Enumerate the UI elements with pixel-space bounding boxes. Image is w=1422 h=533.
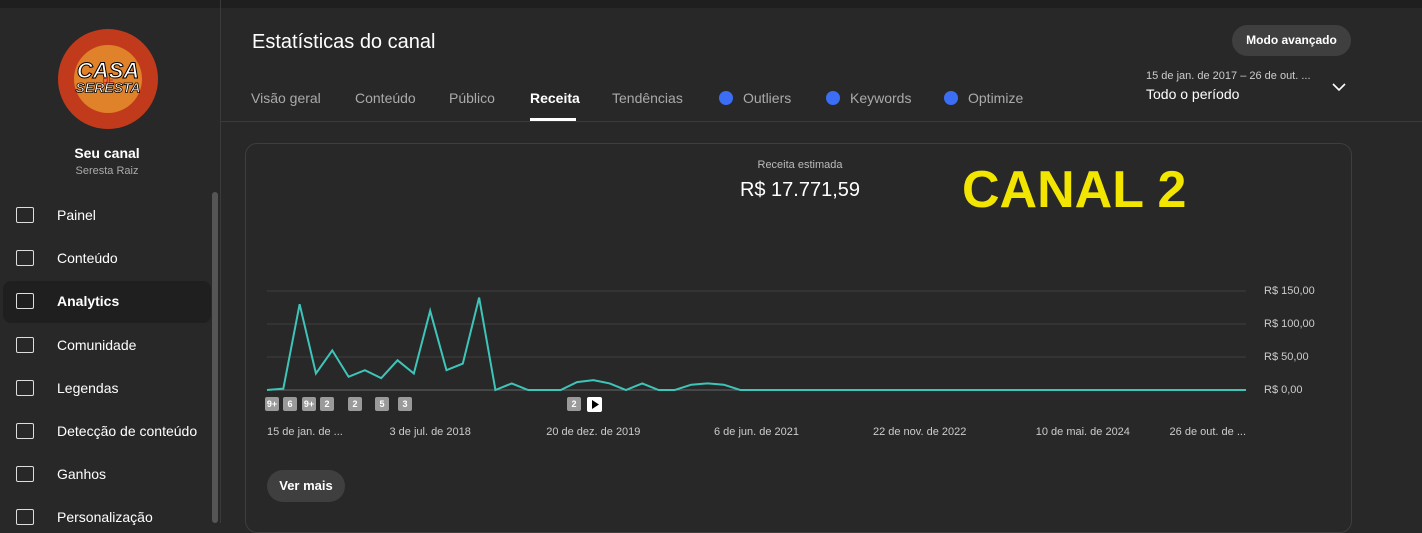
nav-item[interactable]: Conteúdo <box>57 250 118 267</box>
sidebar: CASA DE SERESTA Seu canal Seresta Raiz P… <box>0 0 221 526</box>
page-title: Estatísticas do canal <box>252 31 436 53</box>
event-marker-label: 6 <box>287 399 292 409</box>
date-range: 15 de jan. de 2017 – 26 de out. ... <box>1146 70 1311 82</box>
x-tick-label: 3 de jul. de 2018 <box>389 426 470 438</box>
tab[interactable]: Keywords <box>850 90 912 106</box>
nav-icon <box>16 250 34 267</box>
tab[interactable]: Público <box>449 90 495 106</box>
logo-text: SERESTA <box>75 80 140 96</box>
event-marker-label: 2 <box>324 399 329 409</box>
revenue-line <box>266 297 1246 392</box>
period-select[interactable]: Todo o período <box>1146 86 1240 102</box>
tab-icon <box>719 91 733 105</box>
nav-item[interactable]: Analytics <box>57 293 120 310</box>
metric-value: R$ 17.771,59 <box>739 179 861 201</box>
event-marker-label: 9+ <box>267 399 277 409</box>
x-tick-label: 22 de nov. de 2022 <box>873 426 966 438</box>
event-marker-label: 2 <box>352 399 357 409</box>
nav-item[interactable]: Painel <box>57 207 96 223</box>
tab-icon <box>944 91 958 105</box>
channel-handle: Seresta Raiz <box>75 165 139 177</box>
logo-text: CASA <box>77 58 139 83</box>
event-marker-label: 5 <box>379 399 384 409</box>
play-icon <box>592 400 599 409</box>
x-tick-label: 15 de jan. de ... <box>267 426 343 438</box>
header-divider <box>221 121 1422 122</box>
tab[interactable]: Tendências <box>612 90 683 106</box>
nav-icon <box>16 379 34 396</box>
event-marker <box>398 397 412 411</box>
overlay-text: CANAL 2 <box>962 161 1187 219</box>
nav-icon <box>16 336 34 353</box>
nav-highlight <box>3 281 211 323</box>
event-marker-label: 2 <box>571 399 576 409</box>
event-marker <box>320 397 334 411</box>
channel-avatar[interactable]: CASA DE SERESTA <box>57 28 159 130</box>
nav-item[interactable]: Detecção de conteúdo <box>57 423 198 439</box>
x-tick-label: 20 de dez. de 2019 <box>546 426 640 438</box>
tab[interactable]: Conteúdo <box>355 90 416 106</box>
y-tick-label: R$ 0,00 <box>1264 384 1303 396</box>
nav-item[interactable]: Ganhos <box>57 466 107 483</box>
tab[interactable]: Outliers <box>743 90 792 106</box>
nav-icon <box>16 423 34 439</box>
event-marker-label: 3 <box>402 399 407 409</box>
event-marker <box>283 397 297 411</box>
nav-icon <box>16 466 34 483</box>
tab-icon <box>826 91 840 105</box>
event-marker <box>567 397 581 411</box>
metric-label: Receita estimada <box>757 159 843 171</box>
event-marker <box>302 397 316 411</box>
event-marker <box>348 397 362 411</box>
x-tick-label: 10 de mai. de 2024 <box>1036 426 1130 438</box>
mode-button[interactable]: Modo avançado <box>1232 25 1351 56</box>
top-strip <box>0 0 1422 8</box>
nav-item[interactable]: Comunidade <box>57 336 137 353</box>
tab[interactable]: Visão geral <box>251 90 321 106</box>
chart: R$ 0,00 R$ 50,00 R$ 100,00 R$ 150,00 15 de j… <box>265 285 1315 438</box>
y-tick-label: R$ 50,00 <box>1264 351 1309 363</box>
y-tick-label: R$ 150,00 <box>1264 285 1315 297</box>
logo-text: DE <box>102 76 114 85</box>
nav-item[interactable]: Personalização <box>57 509 153 526</box>
x-tick-label: 26 de out. de ... <box>1170 426 1246 438</box>
tab[interactable]: Optimize <box>968 90 1024 106</box>
x-tick-label: 6 de jun. de 2021 <box>714 426 799 438</box>
y-tick-label: R$ 100,00 <box>1264 318 1315 330</box>
channel-name: Seu canal <box>74 145 140 161</box>
nav-icon <box>16 207 34 223</box>
event-marker <box>375 397 389 411</box>
scrollbar[interactable] <box>212 192 218 523</box>
tab-underline <box>530 118 576 121</box>
event-marker-label: 9+ <box>304 399 314 409</box>
dropdown-arrow[interactable] <box>1332 82 1346 92</box>
nav-item[interactable]: Legendas <box>57 379 119 396</box>
more-button[interactable]: Ver mais <box>267 470 345 502</box>
nav-icon <box>16 293 34 310</box>
tab[interactable]: Receita <box>530 90 580 106</box>
event-marker <box>265 397 279 411</box>
